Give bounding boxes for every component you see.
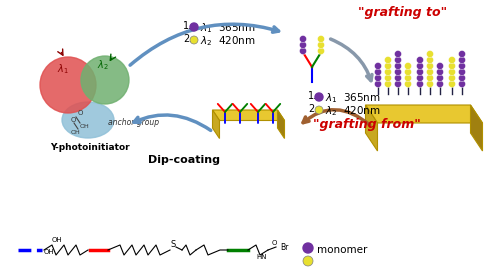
- Circle shape: [384, 81, 392, 88]
- Circle shape: [458, 50, 466, 57]
- Circle shape: [318, 41, 324, 48]
- Circle shape: [318, 48, 324, 55]
- Circle shape: [318, 36, 324, 43]
- Circle shape: [394, 62, 402, 69]
- Circle shape: [303, 243, 313, 253]
- Text: O: O: [71, 117, 76, 123]
- Circle shape: [394, 50, 402, 57]
- Text: OH: OH: [80, 124, 90, 129]
- Circle shape: [416, 62, 424, 69]
- Circle shape: [81, 56, 129, 104]
- Circle shape: [458, 74, 466, 81]
- Circle shape: [416, 57, 424, 64]
- Polygon shape: [470, 105, 482, 151]
- Circle shape: [436, 62, 444, 69]
- Circle shape: [394, 57, 402, 64]
- Circle shape: [458, 62, 466, 69]
- Circle shape: [448, 62, 456, 69]
- Circle shape: [303, 256, 313, 266]
- Circle shape: [374, 81, 382, 88]
- Circle shape: [458, 81, 466, 88]
- Text: Y-photoinitiator: Y-photoinitiator: [50, 143, 130, 152]
- Polygon shape: [278, 110, 284, 139]
- Circle shape: [394, 69, 402, 76]
- Circle shape: [416, 69, 424, 76]
- Circle shape: [190, 36, 198, 44]
- Circle shape: [384, 74, 392, 81]
- Circle shape: [374, 74, 382, 81]
- Circle shape: [426, 62, 434, 69]
- Text: O: O: [272, 240, 278, 246]
- Text: OH: OH: [71, 130, 81, 135]
- Text: 2.: 2.: [308, 104, 318, 114]
- Text: anchor group: anchor group: [108, 118, 159, 127]
- Text: $\lambda_2$  420nm: $\lambda_2$ 420nm: [200, 34, 256, 48]
- Circle shape: [436, 74, 444, 81]
- Circle shape: [300, 36, 306, 43]
- Text: "grafting to": "grafting to": [358, 6, 447, 19]
- Polygon shape: [366, 105, 378, 151]
- Circle shape: [384, 62, 392, 69]
- Polygon shape: [366, 105, 482, 123]
- Text: S: S: [170, 240, 175, 249]
- Text: HN: HN: [256, 254, 266, 260]
- Circle shape: [404, 81, 411, 88]
- Text: O: O: [78, 110, 84, 116]
- Polygon shape: [212, 110, 220, 139]
- Circle shape: [458, 57, 466, 64]
- Text: $\lambda_1$: $\lambda_1$: [57, 62, 69, 76]
- Text: $\lambda_2$  420nm: $\lambda_2$ 420nm: [325, 104, 381, 118]
- Circle shape: [404, 74, 411, 81]
- Text: 2.: 2.: [183, 34, 192, 44]
- Circle shape: [300, 41, 306, 48]
- Ellipse shape: [62, 102, 114, 138]
- Circle shape: [315, 93, 323, 101]
- Circle shape: [416, 74, 424, 81]
- Circle shape: [436, 69, 444, 76]
- Circle shape: [426, 81, 434, 88]
- Circle shape: [190, 23, 198, 31]
- Circle shape: [315, 106, 323, 114]
- Circle shape: [394, 74, 402, 81]
- Circle shape: [300, 48, 306, 55]
- Circle shape: [394, 81, 402, 88]
- Circle shape: [426, 57, 434, 64]
- Circle shape: [416, 81, 424, 88]
- Circle shape: [448, 74, 456, 81]
- Circle shape: [404, 62, 411, 69]
- Text: 1.: 1.: [183, 21, 192, 31]
- Text: "grafting from": "grafting from": [313, 118, 421, 131]
- Text: OH: OH: [44, 249, 54, 255]
- Circle shape: [448, 81, 456, 88]
- Circle shape: [426, 74, 434, 81]
- Circle shape: [374, 62, 382, 69]
- Text: Dip-coating: Dip-coating: [148, 155, 220, 165]
- Circle shape: [448, 57, 456, 64]
- Circle shape: [426, 69, 434, 76]
- Circle shape: [40, 57, 96, 113]
- Circle shape: [448, 69, 456, 76]
- Polygon shape: [212, 110, 284, 120]
- Text: $\lambda_1$  365nm: $\lambda_1$ 365nm: [325, 91, 381, 105]
- Text: monomer: monomer: [317, 245, 368, 255]
- Circle shape: [374, 69, 382, 76]
- Text: Br: Br: [280, 243, 288, 252]
- Text: 1.: 1.: [308, 91, 317, 101]
- Circle shape: [458, 69, 466, 76]
- Text: OH: OH: [52, 237, 62, 243]
- Text: $\lambda_1$  365nm: $\lambda_1$ 365nm: [200, 21, 256, 35]
- Circle shape: [384, 69, 392, 76]
- Text: $\lambda_2$: $\lambda_2$: [97, 58, 108, 72]
- Circle shape: [436, 81, 444, 88]
- Circle shape: [384, 57, 392, 64]
- Circle shape: [404, 69, 411, 76]
- Circle shape: [426, 50, 434, 57]
